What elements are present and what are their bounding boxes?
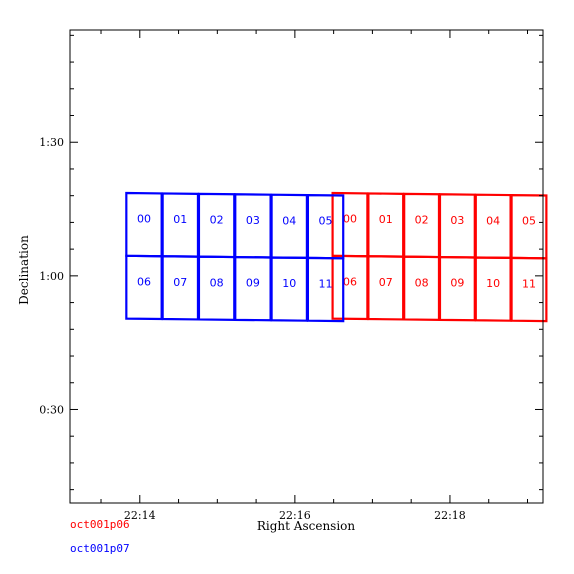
x-tick-label: 22:18 (434, 509, 466, 522)
legend-entry-oct001p07: oct001p07 (70, 542, 130, 555)
x-axis-title: Right Ascension (257, 519, 356, 533)
chip-label: 09 (246, 277, 260, 290)
chip-label: 05 (522, 215, 536, 228)
chip-label: 10 (282, 277, 296, 290)
y-tick-label: 0:30 (39, 403, 64, 416)
chip-label: 00 (137, 213, 151, 226)
chip-outline (306, 256, 345, 323)
plot-frame (69, 29, 544, 504)
chip-label: 11 (319, 278, 333, 291)
legend-entry-oct001p06: oct001p06 (70, 518, 130, 531)
chip-label: 01 (379, 213, 393, 226)
y-axis-title: Declination (17, 235, 31, 305)
chip-label: 04 (486, 214, 500, 227)
x-tick-label: 22:16 (279, 509, 311, 522)
chip-label: 01 (173, 213, 187, 226)
footprint-oct001p07: 00 01 02 03 04 05 06 07 08 09 10 11 (125, 191, 345, 323)
chip-label: 07 (173, 276, 187, 289)
y-tick-label: 1:00 (39, 270, 64, 283)
chip-label: 02 (210, 213, 224, 226)
chip-label: 03 (246, 214, 260, 227)
chip-label: 09 (450, 277, 464, 290)
chip-label: 04 (282, 214, 296, 227)
chip-label: 06 (343, 275, 357, 288)
x-tick-label: 22:14 (124, 509, 156, 522)
footprint-oct001p06: 00 01 02 03 04 05 06 07 08 09 10 11 (331, 191, 548, 323)
y-tick-label: 1:30 (39, 136, 64, 149)
chip-label: 02 (415, 213, 429, 226)
chip-label: 10 (486, 277, 500, 290)
chip-label: 08 (415, 276, 429, 289)
chip-label: 05 (319, 215, 333, 228)
chip-outline (510, 256, 548, 323)
chip-label: 03 (450, 214, 464, 227)
chip-label: 08 (210, 276, 224, 289)
chip-label: 11 (522, 278, 536, 291)
chip-label: 06 (137, 275, 151, 288)
chip-label: 00 (343, 213, 357, 226)
chip-label: 07 (379, 276, 393, 289)
